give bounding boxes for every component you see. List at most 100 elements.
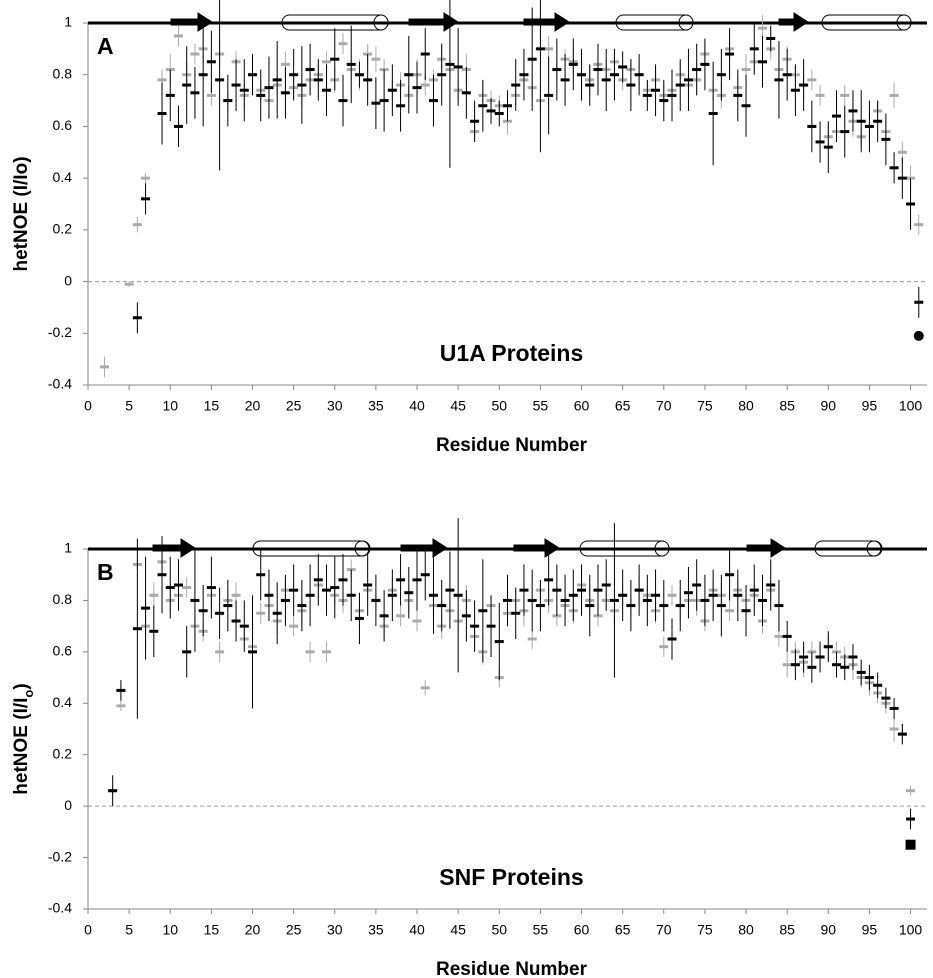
point xyxy=(338,99,348,103)
point xyxy=(256,611,266,615)
point xyxy=(807,78,817,82)
point xyxy=(864,676,874,680)
point xyxy=(683,591,693,595)
point xyxy=(848,655,858,659)
y-tick-label: 0.6 xyxy=(53,643,73,659)
point xyxy=(560,598,570,602)
point xyxy=(914,300,924,304)
point xyxy=(396,578,406,582)
point xyxy=(248,650,258,654)
panel-annotation: U1A Proteins xyxy=(440,340,584,366)
point xyxy=(741,104,751,108)
point xyxy=(618,65,628,69)
y-tick-label: -0.4 xyxy=(48,376,72,392)
point xyxy=(157,78,167,82)
x-tick-label: 10 xyxy=(162,922,178,938)
x-tick-label: 40 xyxy=(409,398,425,414)
panel-annotation: SNF Proteins xyxy=(439,864,583,890)
point xyxy=(478,609,488,613)
point xyxy=(503,104,512,108)
x-tick-label: 50 xyxy=(491,398,507,414)
point xyxy=(626,83,636,87)
y-tick-label: 0.4 xyxy=(53,694,73,710)
point xyxy=(527,57,537,61)
point xyxy=(289,73,299,77)
point xyxy=(889,93,899,97)
point xyxy=(223,99,233,103)
point xyxy=(371,598,381,602)
point xyxy=(264,593,274,597)
point xyxy=(667,637,677,641)
x-tick-label: 90 xyxy=(821,398,837,414)
point xyxy=(815,93,825,97)
point xyxy=(330,586,340,590)
point xyxy=(651,88,661,92)
x-tick-label: 60 xyxy=(574,398,590,414)
x-tick-label: 65 xyxy=(615,922,631,938)
x-tick-label: 15 xyxy=(204,398,220,414)
y-tick-label: 0 xyxy=(64,797,72,813)
x-tick-label: 30 xyxy=(327,398,343,414)
y-axis-label-text: hetNOE (I/Io) xyxy=(11,156,32,271)
point xyxy=(215,650,225,654)
point xyxy=(535,47,545,51)
point xyxy=(774,604,784,608)
point xyxy=(832,114,842,118)
point xyxy=(667,93,677,97)
point xyxy=(280,91,290,95)
point xyxy=(445,588,455,592)
point xyxy=(790,88,800,92)
point xyxy=(297,83,307,87)
point xyxy=(437,604,447,608)
point xyxy=(651,593,661,597)
point xyxy=(544,47,554,51)
x-tick-label: 65 xyxy=(615,398,631,414)
point xyxy=(544,578,554,582)
point xyxy=(823,145,833,149)
point xyxy=(387,593,397,597)
point xyxy=(782,634,792,638)
x-tick-label: 10 xyxy=(162,398,178,414)
point xyxy=(396,104,406,108)
point xyxy=(453,593,463,597)
point xyxy=(289,588,299,592)
point xyxy=(272,78,282,82)
point xyxy=(881,696,891,700)
x-tick-label: 25 xyxy=(286,398,302,414)
point xyxy=(897,150,907,154)
point xyxy=(577,588,587,592)
point xyxy=(280,62,290,66)
y-tick-label: 0.4 xyxy=(53,169,73,185)
point xyxy=(239,88,249,92)
point xyxy=(585,604,595,608)
point xyxy=(790,663,800,667)
point xyxy=(371,101,381,105)
point xyxy=(848,109,858,113)
point xyxy=(412,578,422,582)
point xyxy=(379,99,389,103)
point xyxy=(165,586,175,590)
point xyxy=(716,73,726,77)
point xyxy=(190,52,200,56)
x-tick-label: 45 xyxy=(450,922,466,938)
point xyxy=(182,83,192,87)
x-axis-label: Residue Number xyxy=(436,959,588,978)
point xyxy=(363,78,373,82)
point xyxy=(889,727,899,731)
point xyxy=(807,665,817,669)
point xyxy=(289,624,299,628)
y-axis-label-subscript: o xyxy=(21,690,36,698)
point xyxy=(215,78,225,82)
point xyxy=(889,166,899,170)
point xyxy=(256,93,266,97)
point xyxy=(412,619,422,623)
x-tick-label: 100 xyxy=(899,398,923,414)
point xyxy=(766,37,776,41)
point xyxy=(906,789,916,793)
point xyxy=(223,604,233,608)
point xyxy=(692,68,702,72)
x-tick-label: 20 xyxy=(245,922,261,938)
point xyxy=(568,62,578,66)
point xyxy=(420,573,430,577)
